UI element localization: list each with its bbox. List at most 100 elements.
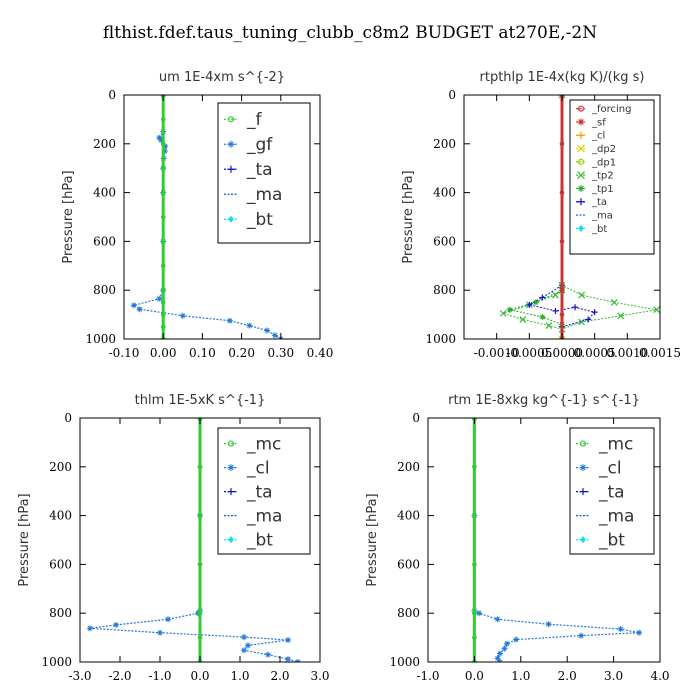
data-point-gf bbox=[156, 295, 163, 302]
data-point-dp2 bbox=[558, 335, 566, 339]
data-point-gf bbox=[136, 306, 143, 313]
x-tick-label: 0.0005 bbox=[574, 346, 616, 360]
data-point-cl bbox=[265, 651, 271, 658]
panels: um 1E-4xm s^{-2}Pressure [hPa]-0.10 0.00 0… bbox=[17, 70, 681, 683]
data-point-gf bbox=[179, 312, 186, 319]
y-tick-label: 1000 bbox=[425, 332, 456, 346]
plot-frame bbox=[123, 94, 321, 340]
y-tick-label: 200 bbox=[433, 137, 456, 151]
x-tick-label: 3.0 bbox=[310, 669, 329, 683]
x-tick-label: 4.0 bbox=[650, 669, 669, 683]
legend-marker bbox=[577, 118, 585, 126]
y-tick-label: 800 bbox=[433, 283, 456, 297]
legend-label: _bt bbox=[591, 224, 607, 235]
x-tick-label: -1.0 bbox=[416, 669, 439, 683]
data-point-mc bbox=[472, 610, 477, 616]
legend-marker bbox=[577, 131, 585, 139]
y-tick-label: 600 bbox=[433, 234, 456, 248]
data-point-ta bbox=[552, 307, 559, 314]
x-tick-label: 1.0 bbox=[230, 669, 249, 683]
data-point-mc bbox=[197, 464, 203, 470]
x-tick-label: 0.20 bbox=[228, 346, 255, 360]
y-axis-label: Pressure [hPa] bbox=[61, 170, 76, 263]
chart-panel-2: rtpthlp 1E-4x(kg K)/(kg s) Pressure [hPa]… bbox=[401, 70, 681, 360]
legend: _mc _cl _ta _ma _bt bbox=[217, 427, 311, 555]
y-tick-label: 400 bbox=[49, 509, 72, 523]
legend-marker bbox=[227, 165, 235, 173]
y-tick-label: 200 bbox=[49, 460, 72, 474]
legend: _forcing _sf _cl _dp2 _dp1 _tp2 _tp1 _ta _ma _bt bbox=[569, 99, 655, 255]
data-point-f bbox=[160, 287, 166, 293]
data-point-cl bbox=[503, 640, 510, 647]
data-point-f bbox=[160, 263, 166, 269]
panel-title: thlm 1E-5xK s^{-1} bbox=[135, 393, 266, 408]
legend-label: _mc bbox=[246, 435, 281, 455]
x-tick-label: 0.10 bbox=[189, 346, 216, 360]
legend-marker bbox=[578, 224, 584, 232]
y-tick-label: 1000 bbox=[389, 655, 420, 669]
data-point-forcing bbox=[559, 141, 565, 147]
y-tick-label: 400 bbox=[397, 509, 420, 523]
legend-label: _dp1 bbox=[591, 157, 616, 168]
y-tick-label: 0 bbox=[412, 411, 420, 425]
y-axis-label: Pressure [hPa] bbox=[401, 170, 416, 263]
data-point-f bbox=[160, 165, 166, 171]
data-point-tp2 bbox=[558, 95, 566, 99]
data-point-tp2 bbox=[653, 306, 660, 314]
y-tick-label: 800 bbox=[397, 606, 420, 620]
data-point-mc bbox=[472, 562, 477, 567]
data-point-f bbox=[160, 117, 166, 122]
legend-marker bbox=[227, 464, 235, 472]
legend-label: _ma bbox=[591, 211, 613, 222]
data-point-mc bbox=[472, 464, 477, 470]
data-point-cl bbox=[113, 621, 119, 628]
y-tick-label: 200 bbox=[93, 137, 116, 151]
data-point-forcing bbox=[559, 312, 565, 317]
legend-label: _ta bbox=[591, 197, 607, 208]
legend-label: _gf bbox=[246, 135, 273, 155]
data-point-gf bbox=[246, 322, 253, 329]
legend-label: _tp2 bbox=[591, 171, 614, 182]
data-point-cl bbox=[494, 616, 501, 623]
y-tick-label: 800 bbox=[93, 283, 116, 297]
series-line-tp2 bbox=[501, 95, 657, 330]
data-point-gf bbox=[271, 332, 278, 339]
data-point-tp2 bbox=[578, 291, 586, 299]
data-point-cl bbox=[617, 626, 624, 633]
y-tick-label: 1000 bbox=[41, 655, 72, 669]
data-point-forcing bbox=[559, 287, 565, 293]
x-tick-label: -2.0 bbox=[108, 669, 131, 683]
legend-label: _ma bbox=[598, 507, 634, 527]
x-tick-label: 2.0 bbox=[558, 669, 577, 683]
data-point-tp2 bbox=[610, 298, 618, 306]
legend-marker bbox=[228, 536, 234, 544]
y-axis-label: Pressure [hPa] bbox=[365, 493, 380, 586]
data-point-ta bbox=[572, 304, 579, 311]
x-tick-label: -3.0 bbox=[68, 669, 91, 683]
legend-marker bbox=[227, 116, 235, 123]
y-tick-label: 0 bbox=[108, 88, 116, 102]
data-point-cl bbox=[494, 655, 501, 662]
x-tick-label: -1.0 bbox=[148, 669, 171, 683]
data-point-mc bbox=[197, 610, 203, 616]
legend-marker bbox=[227, 440, 235, 447]
data-point-cl bbox=[636, 629, 643, 636]
data-point-tp2 bbox=[519, 316, 527, 323]
data-point-gf bbox=[162, 143, 169, 150]
data-point-gf bbox=[226, 317, 233, 324]
legend: _mc _cl _ta _ma _bt bbox=[569, 427, 655, 555]
y-tick-label: 400 bbox=[93, 186, 116, 200]
x-tick-label: 2.0 bbox=[270, 669, 289, 683]
legend-label: _dp2 bbox=[591, 144, 616, 155]
data-point-f bbox=[160, 312, 166, 317]
series-line-ta bbox=[527, 284, 596, 328]
data-point-f bbox=[160, 239, 166, 244]
legend-label: _ta bbox=[598, 483, 625, 503]
data-point-cl bbox=[87, 625, 93, 632]
data-point-f bbox=[160, 190, 166, 195]
data-point-mc bbox=[472, 513, 477, 518]
y-tick-label: 200 bbox=[397, 460, 420, 474]
x-tick-label: 0.0010 bbox=[606, 346, 648, 360]
legend-label: _bt bbox=[598, 531, 625, 551]
